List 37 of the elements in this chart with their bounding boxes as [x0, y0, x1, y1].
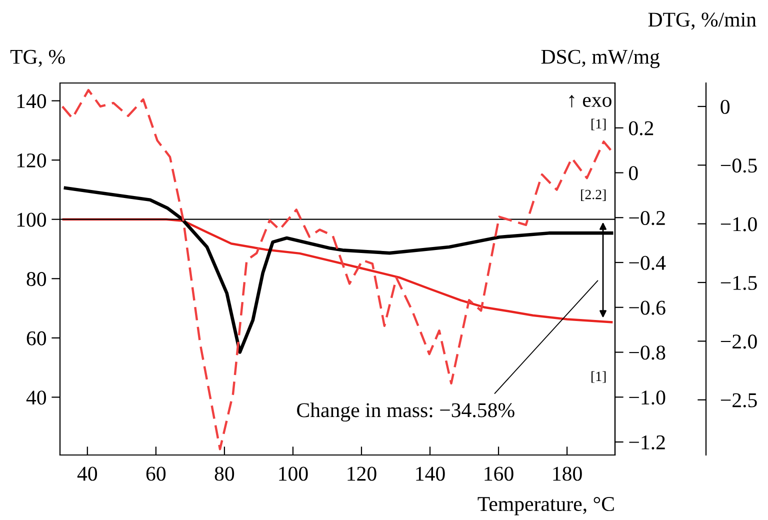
y-tick-label: 120 [17, 153, 46, 168]
y3-axis-title: DTG, %/min [648, 12, 756, 30]
x-tick-label: 60 [146, 466, 166, 481]
x-axis-title: Temperature, °C [478, 496, 614, 516]
y2-axis-title: DSC, mW/mg [541, 50, 660, 68]
y2-tick-label: 0.2 [628, 121, 654, 136]
x-tick-label: 100 [279, 466, 308, 481]
x-tick-label: 120 [348, 466, 376, 481]
y2-tick-label: −0.4 [629, 256, 666, 270]
y-tick-label: 80 [26, 272, 46, 286]
annotation: [1] [592, 371, 606, 383]
y3-tick-label: −2.5 [720, 393, 757, 408]
y3-tick-label: −0.5 [720, 158, 757, 173]
y-tick-label: 100 [17, 212, 46, 227]
y3-tick-label: 0 [720, 100, 730, 114]
y2-tick-label: −1.2 [629, 435, 665, 450]
annotation: [2.2] [581, 189, 606, 201]
y2-tick-label: −0.8 [629, 346, 666, 360]
x-tick-label: 80 [214, 466, 234, 481]
y-axis-title: TG, % [10, 50, 65, 67]
annotation: Change in mass: −34.58% [297, 402, 514, 422]
y3-tick-label: −1.0 [720, 217, 757, 232]
annotation: [1] [592, 118, 606, 130]
x-tick-label: 40 [77, 466, 98, 481]
y-tick-label: 60 [26, 331, 46, 346]
annotation: ↑ exo [569, 95, 612, 108]
y2-tick-label: −0.6 [629, 300, 666, 315]
y3-tick-label: −2.0 [720, 334, 757, 349]
x-tick-label: 140 [416, 466, 445, 481]
y-tick-label: 40 [26, 390, 46, 405]
y2-tick-label: −0.2 [629, 210, 665, 226]
x-tick-label: 180 [553, 466, 582, 481]
y-tick-label: 140 [17, 94, 46, 108]
y2-tick-label: −1.0 [629, 390, 666, 405]
y2-tick-label: 0 [628, 166, 638, 180]
y3-tick-label: −1.5 [720, 276, 757, 290]
x-tick-label: 160 [484, 466, 514, 481]
